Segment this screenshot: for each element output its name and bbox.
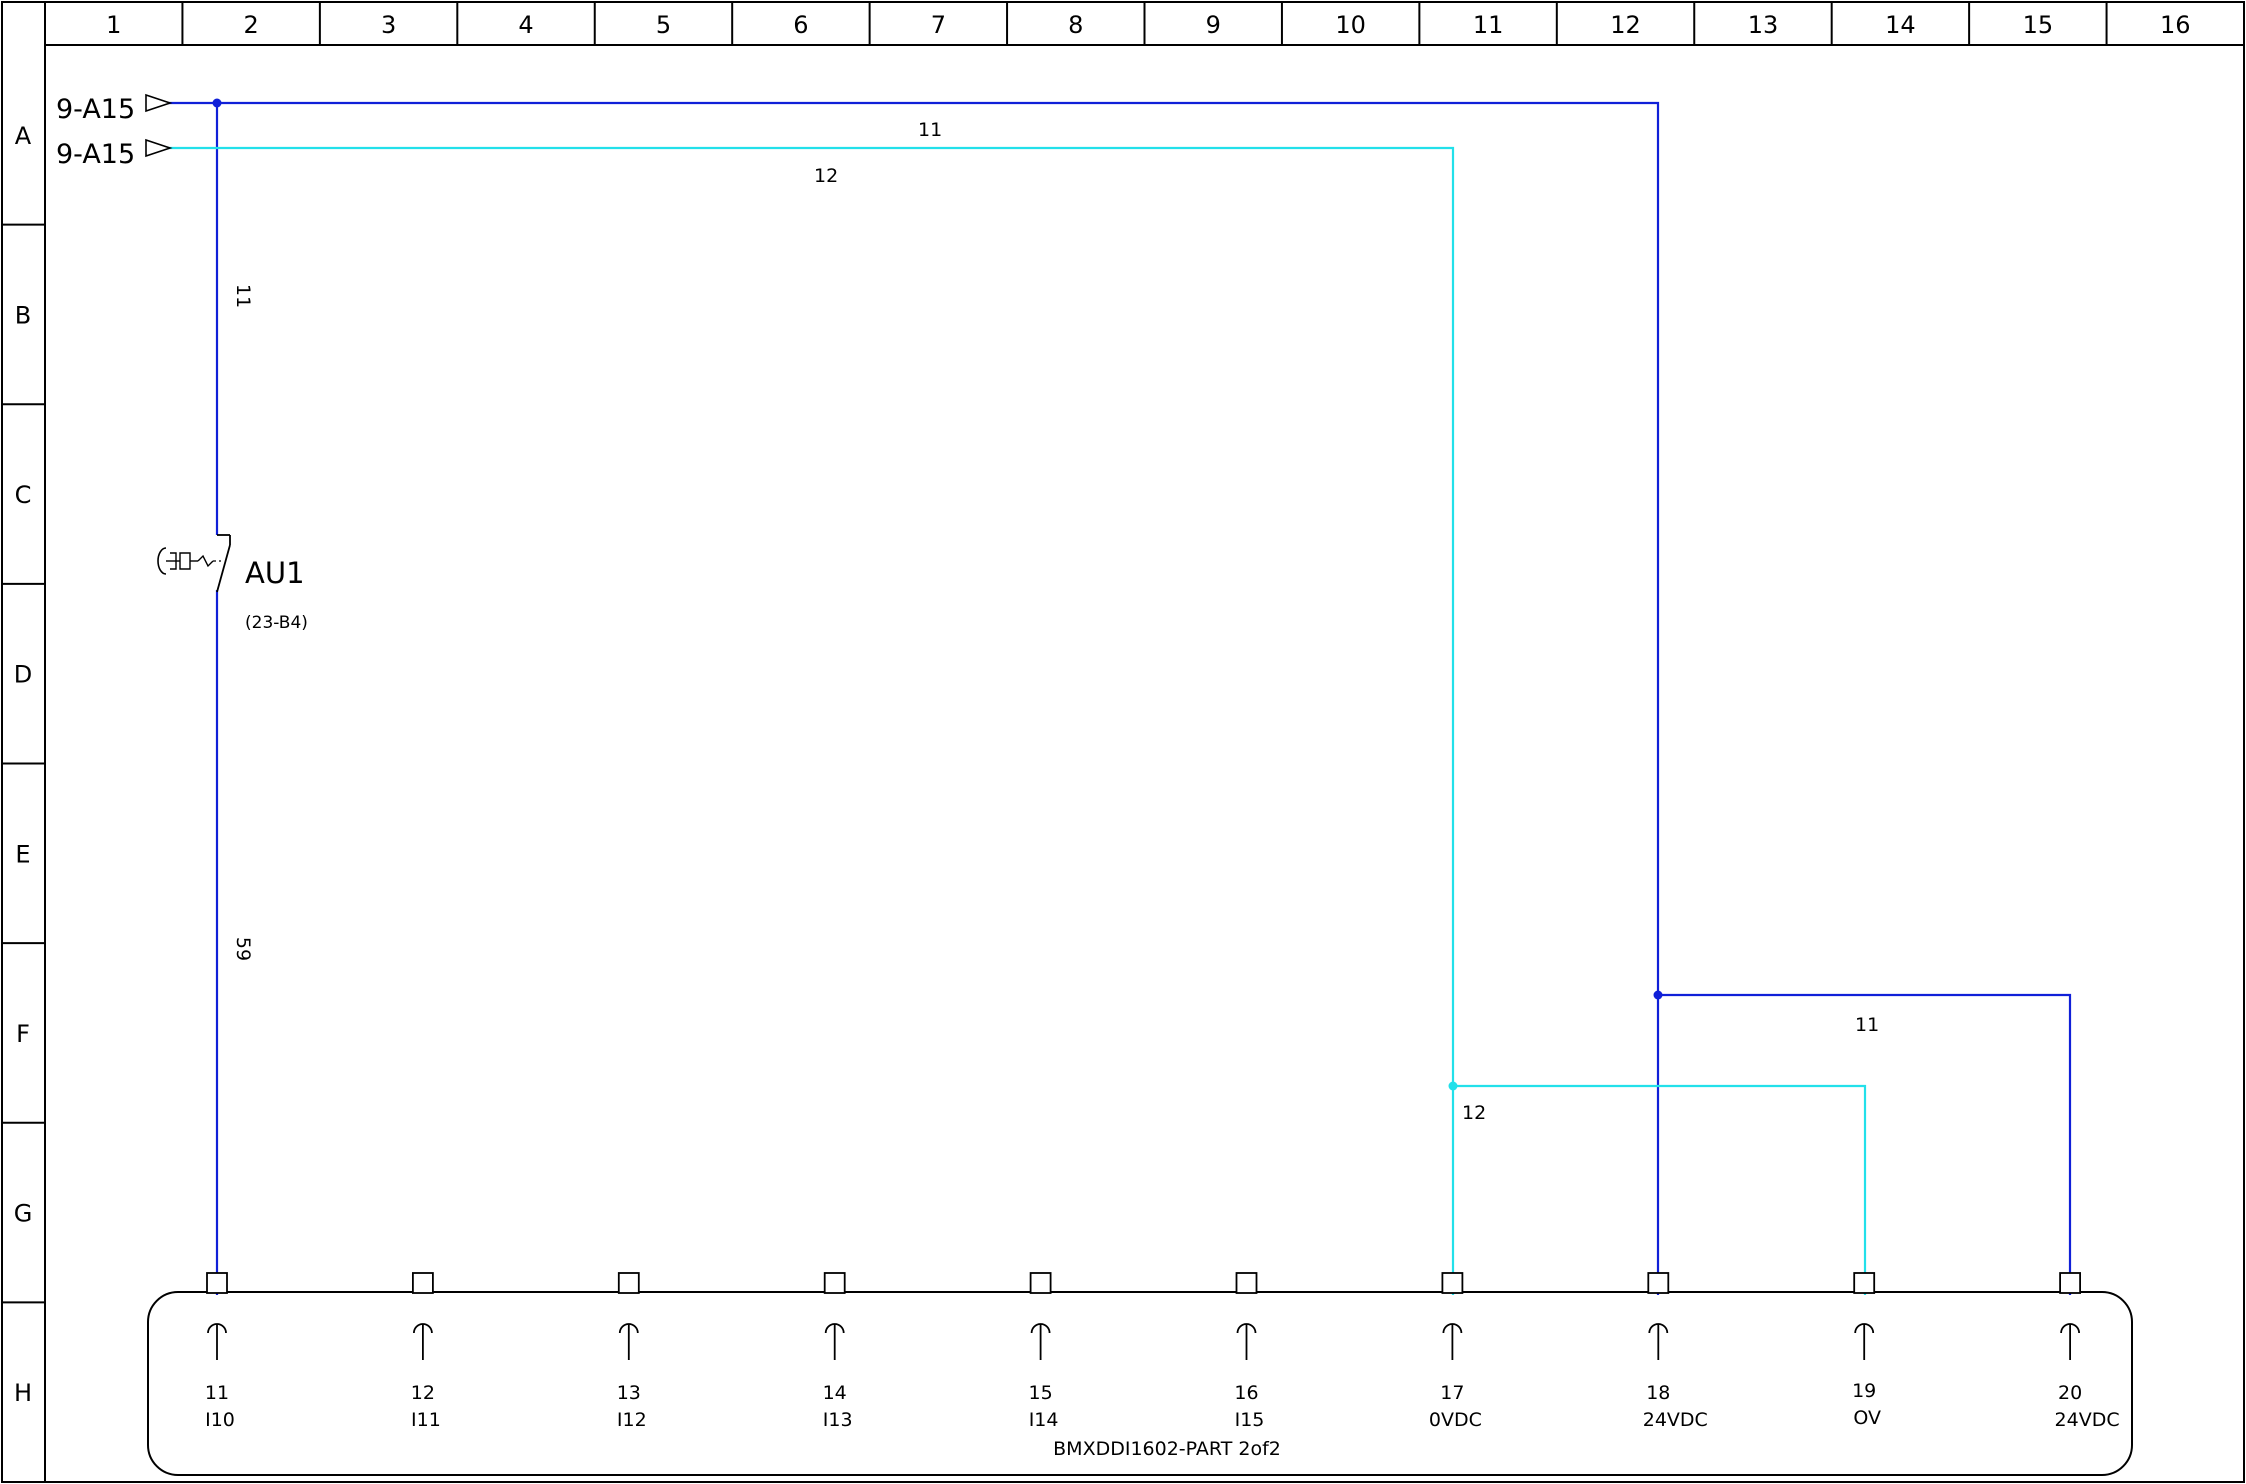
terminal-square (1647, 1272, 1670, 1294)
reference-label-2: 9-A15 (56, 139, 135, 170)
row-label: G (14, 1200, 33, 1228)
terminal-number: 12 (411, 1382, 435, 1404)
terminal-label: 24VDC (2055, 1409, 2120, 1431)
wire-11-junction-right (1653, 990, 1663, 1000)
off-page-arrow-2 (145, 138, 173, 158)
terminal-label: I15 (1235, 1409, 1265, 1431)
terminal-square (1853, 1272, 1876, 1294)
module-outline (147, 1291, 2133, 1476)
wire-label-11-right: 11 (1855, 1014, 1879, 1036)
terminal-label: I13 (823, 1409, 853, 1431)
row-label: H (14, 1379, 32, 1407)
terminal-number: 13 (617, 1382, 641, 1404)
terminal-square (617, 1272, 640, 1294)
terminal-label: 24VDC (1643, 1409, 1708, 1431)
device-tag: AU1 (245, 556, 305, 590)
off-page-arrow-1 (145, 93, 173, 113)
wire-12 (168, 146, 1867, 1295)
terminal-number: 18 (1646, 1382, 1670, 1404)
row-label: B (15, 301, 31, 329)
column-label: 15 (2023, 11, 2054, 39)
column-label: 2 (244, 11, 259, 39)
terminal-square (411, 1272, 434, 1294)
wire-label-59-vertical: 59 (232, 937, 254, 961)
wire-label-11-top: 11 (918, 119, 942, 141)
terminal-square (1029, 1272, 1052, 1294)
column-label: 1 (106, 11, 121, 39)
column-label: 10 (1335, 11, 1366, 39)
terminal-square (823, 1272, 846, 1294)
terminal: 20 24VDC (2055, 1272, 2120, 1431)
row-label: C (15, 481, 32, 509)
row-label: E (15, 840, 30, 868)
column-label: 8 (1068, 11, 1083, 39)
terminal-number: 14 (823, 1382, 847, 1404)
terminal-square (1235, 1272, 1258, 1294)
wire-label-11-vertical: 11 (232, 284, 254, 308)
wire-11-top-run (168, 101, 1660, 1295)
wire-11 (168, 101, 2072, 1295)
row-label: A (15, 122, 32, 150)
terminal-label: I12 (617, 1409, 647, 1431)
wire-label-12-right: 12 (1462, 1102, 1486, 1124)
terminal-label: I11 (411, 1409, 441, 1431)
terminal-square (2059, 1272, 2082, 1294)
wire-12-junction (1448, 1081, 1458, 1091)
module-name: BMXDDI1602-PART 2of2 (1053, 1438, 1281, 1460)
terminal-label: 0VDC (1429, 1409, 1482, 1431)
column-label: 14 (1885, 11, 1916, 39)
terminal-label: I10 (205, 1409, 235, 1431)
terminal-number: 11 (205, 1382, 229, 1404)
terminal: 17 0VDC (1429, 1272, 1482, 1431)
wire-label-12-top: 12 (814, 165, 838, 187)
column-label: 3 (381, 11, 396, 39)
terminal-label: OV (1853, 1407, 1881, 1429)
row-ticks (2, 223, 45, 1304)
terminal-number: 16 (1234, 1382, 1258, 1404)
row-label: D (14, 661, 32, 689)
emergency-stop-switch-symbol (157, 534, 231, 593)
row-labels: A B C D E F G H (14, 122, 33, 1407)
terminal-square (1441, 1272, 1464, 1294)
terminal-square (206, 1272, 228, 1294)
column-label: 7 (931, 11, 946, 39)
wire-12-right-branch (1453, 1084, 1867, 1295)
row-label: F (16, 1020, 30, 1048)
column-label: 6 (793, 11, 808, 39)
module-terminals: 11I1012I1113I1214I1315I1416I15170VDC1824… (205, 1272, 2120, 1431)
terminal-number: 19 (1852, 1380, 1876, 1402)
wire-12-top-run (168, 146, 1455, 1295)
column-label: 16 (2160, 11, 2191, 39)
terminal-number: 15 (1029, 1382, 1053, 1404)
column-labels: 1 2 3 4 5 6 7 8 9 10 11 12 13 14 15 16 (106, 11, 2190, 39)
wire-11-right-branch (1658, 993, 2072, 1295)
terminal: 19 OV (1852, 1272, 1881, 1429)
column-label: 11 (1473, 11, 1504, 39)
column-label: 5 (656, 11, 671, 39)
terminal-number: 17 (1440, 1382, 1464, 1404)
terminal: 18 24VDC (1643, 1272, 1708, 1431)
terminal-number: 20 (2058, 1382, 2082, 1404)
column-label: 9 (1206, 11, 1221, 39)
device-cross-reference: (23-B4) (245, 613, 308, 633)
column-ticks (181, 2, 2108, 45)
terminal-label: I14 (1029, 1409, 1059, 1431)
column-label: 13 (1748, 11, 1779, 39)
column-label: 12 (1610, 11, 1641, 39)
column-label: 4 (518, 11, 533, 39)
wire-11-junction-top (212, 98, 222, 108)
reference-label-1: 9-A15 (56, 94, 135, 125)
